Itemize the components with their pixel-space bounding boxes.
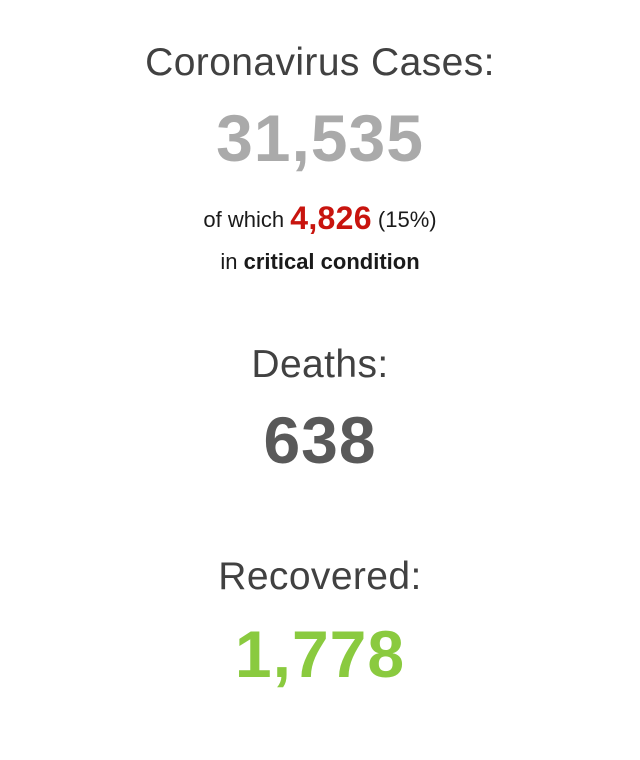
deaths-label: Deaths: (251, 343, 389, 386)
recovered-label: Recovered: (218, 555, 422, 598)
critical-percent: (15%) (377, 207, 437, 232)
critical-summary-line: of which 4,826 (15%) (0, 202, 640, 234)
recovered-count: 1,778 (234, 617, 406, 691)
deaths-count: 638 (263, 403, 377, 477)
critical-line2-prefix: in (220, 249, 238, 274)
critical-count: 4,826 (290, 200, 372, 236)
critical-prefix: of which (203, 207, 285, 232)
cases-count: 31,535 (216, 101, 424, 175)
cases-label: Coronavirus Cases: (145, 41, 495, 84)
critical-condition-line: in critical condition (0, 248, 640, 276)
critical-condition-label: critical condition (243, 249, 420, 274)
